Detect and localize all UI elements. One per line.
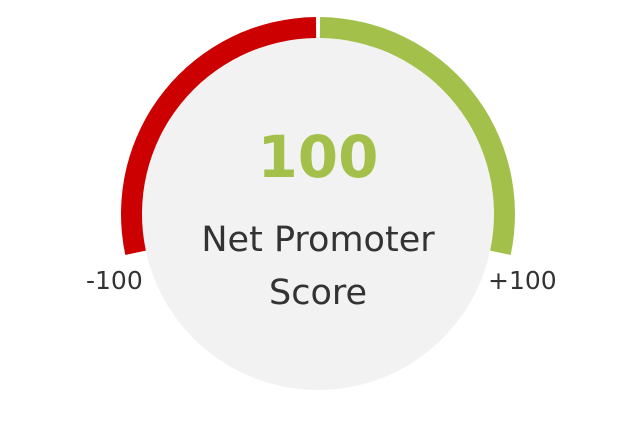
score-title-line-1: Net Promoter [201, 220, 435, 260]
min-label: -100 [86, 266, 143, 295]
score-title-line-2: Score [268, 272, 368, 313]
score-value: 100 [257, 123, 379, 191]
score-title: Net Promoter Score [168, 214, 468, 319]
gauge-segment-1 [319, 17, 515, 255]
max-label: +100 [488, 266, 557, 295]
gauge-segments [121, 17, 515, 255]
gauge-segment-0 [121, 17, 317, 255]
gauge-face [142, 38, 494, 390]
